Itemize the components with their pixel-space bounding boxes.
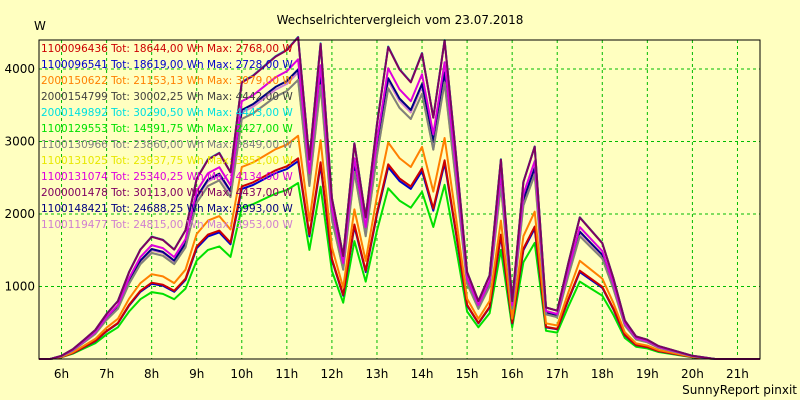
chart-title: Wechselrichtervergleich vom 23.07.2018 <box>277 13 524 27</box>
footer-credit: SunnyReport pinxit <box>682 383 797 397</box>
x-tick-label: 10h <box>230 367 253 381</box>
series-line-2000001478 <box>39 36 760 360</box>
legend-entry-2000150622: 2000150622 Tot: 21153,13 Wh Max: 3079,00… <box>41 75 293 87</box>
y-axis-unit: W <box>34 19 46 33</box>
legend-entry-2000001478: 2000001478 Tot: 30113,00 Wh Max: 4437,00… <box>41 187 293 199</box>
series-line-2000150622 <box>39 134 760 360</box>
x-tick-labels: 6h 7h 8h 9h 10h 11h 12h 13h 14h 15h 16h 17h 18h 19h 20… <box>54 367 749 381</box>
x-tick-label: 13h <box>366 367 389 381</box>
legend-entry-1100130966: 1100130966 Tot: 23860,00 Wh Max: 3849,00… <box>41 139 293 151</box>
series-line-1100130966 <box>39 78 760 360</box>
y-tick-label: 4000 <box>4 62 35 76</box>
x-tick-label: 8h <box>144 367 159 381</box>
legend-entry-1100148421: 1100148421 Tot: 24688,25 Wh Max: 3993,00… <box>41 203 293 215</box>
legend-entry-2000149892: 2000149892 Tot: 30290,50 Wh Max: 4443,00… <box>41 107 293 119</box>
legend-entry-1100096436: 1100096436 Tot: 18644,00 Wh Max: 2768,00… <box>41 43 293 55</box>
legend-entry-1100119477: 1100119477 Tot: 24815,00 Wh Max: 3953,00… <box>41 219 293 231</box>
y-tick-label: 1000 <box>4 280 35 294</box>
x-tick-label: 15h <box>456 367 479 381</box>
legend-entry-1100131074: 1100131074 Tot: 25340,25 Wh Max: 4134,00… <box>41 171 293 183</box>
x-tick-label: 19h <box>636 367 659 381</box>
plot-frame <box>38 39 761 360</box>
legend-entry-1100131025: 1100131025 Tot: 23937,75 Wh Max: 3851,00… <box>41 155 293 167</box>
series-line-1100129553 <box>39 182 760 360</box>
x-tick-label: 7h <box>99 367 114 381</box>
x-tick-label: 16h <box>501 367 524 381</box>
x-tick-label: 6h <box>54 367 69 381</box>
legend: 1100096436 Tot: 18644,00 Wh Max: 2768,00… <box>41 43 293 231</box>
x-tick-label: 14h <box>411 367 434 381</box>
y-tick-label: 3000 <box>4 135 35 149</box>
x-tick-label: 20h <box>681 367 704 381</box>
x-tick-label: 21h <box>726 367 749 381</box>
y-tick-labels: 1000 2000 3000 4000 <box>4 62 35 294</box>
x-tick-label: 11h <box>275 367 298 381</box>
series-lines <box>39 35 760 360</box>
x-tick-label: 9h <box>189 367 204 381</box>
x-tick-label: 18h <box>591 367 614 381</box>
series-line-1100131074 <box>39 58 760 360</box>
legend-entry-1100129553: 1100129553 Tot: 14591,75 Wh Max: 2427,00… <box>41 123 293 135</box>
x-tick-label: 17h <box>546 367 569 381</box>
legend-entry-1100096541: 1100096541 Tot: 18619,00 Wh Max: 2728,00… <box>41 59 293 71</box>
series-line-1100096436 <box>39 157 760 360</box>
legend-entry-2000154799: 2000154799 Tot: 30002,25 Wh Max: 4442,00… <box>41 91 293 103</box>
y-tick-label: 2000 <box>4 207 35 221</box>
x-tick-label: 12h <box>320 367 343 381</box>
